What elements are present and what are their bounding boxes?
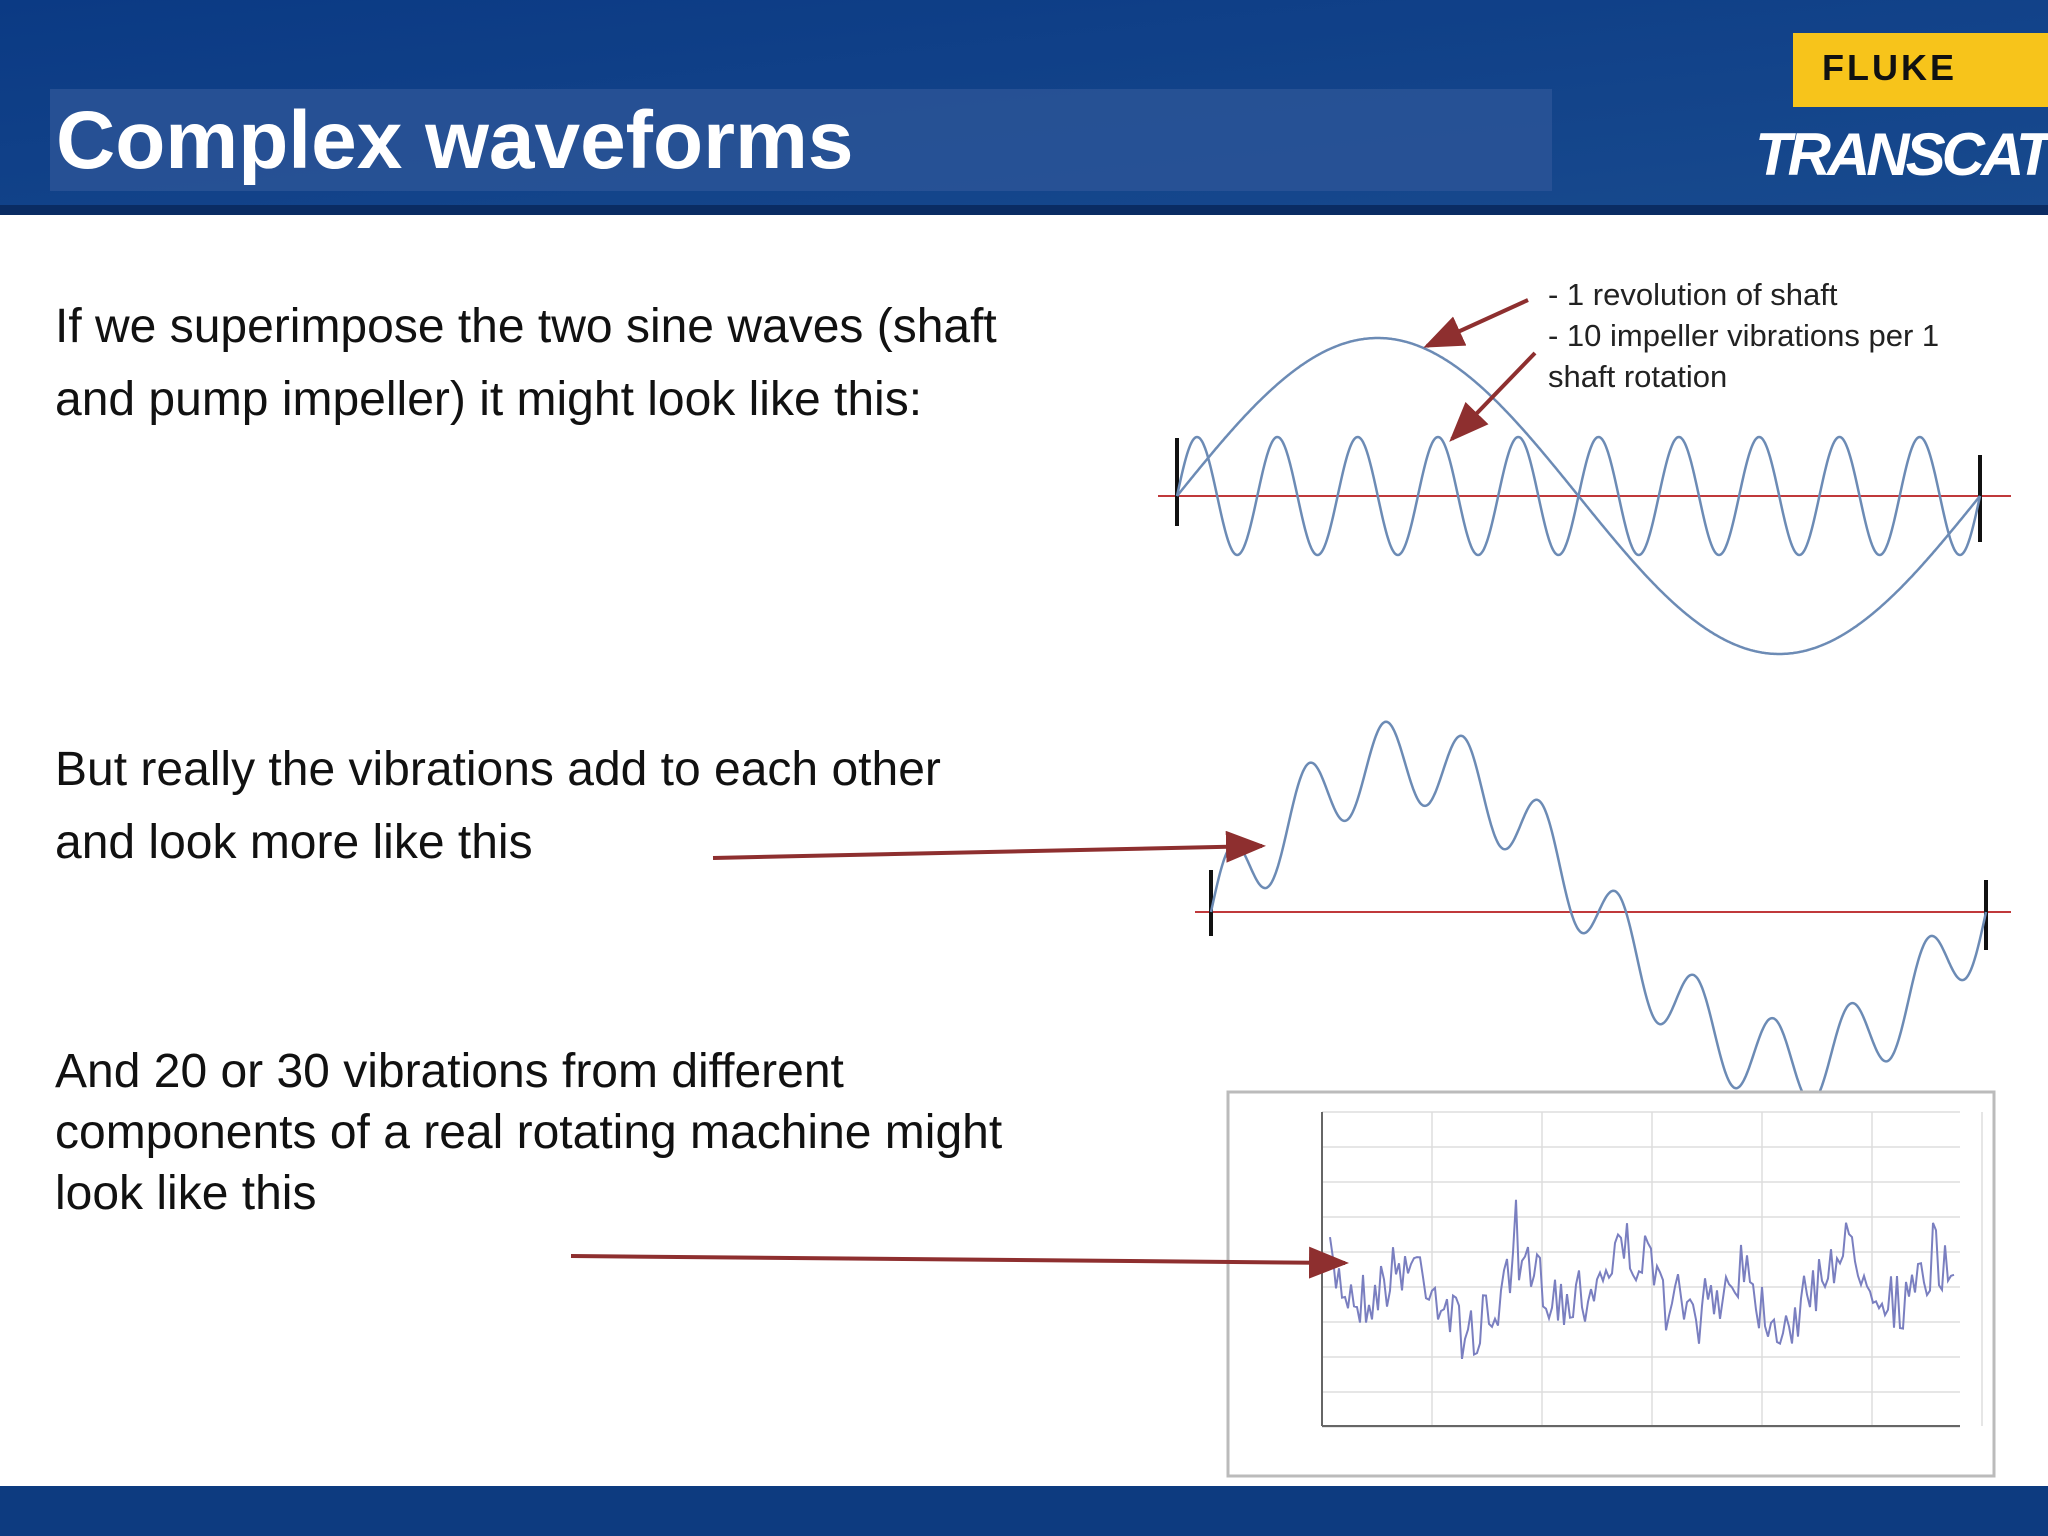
paragraph-line: and look more like this xyxy=(55,816,533,869)
arrow xyxy=(1423,298,1529,348)
arrow xyxy=(570,1246,1349,1279)
paragraph-line: But really the vibrations add to each ot… xyxy=(55,743,941,796)
fluke-text: FLUKE xyxy=(1822,47,1957,88)
header-edge xyxy=(0,205,2048,215)
chart-frame xyxy=(1226,1090,1996,1478)
annotation-line: shaft rotation xyxy=(1548,359,1727,394)
annotation-line: - 10 impeller vibrations per 1 xyxy=(1548,318,1939,353)
title-box xyxy=(50,89,1552,191)
diagram-real xyxy=(1226,1090,1996,1478)
grid xyxy=(1321,1111,1983,1428)
paragraph-line: And 20 or 30 vibrations from different xyxy=(55,1045,844,1098)
annotation: - 1 revolution of shaft - 10 impeller vib… xyxy=(1548,277,1939,394)
diagram-superimposed xyxy=(1158,336,2011,656)
footer-band xyxy=(0,1486,2048,1536)
paragraph-line: and pump impeller) it might look like th… xyxy=(55,373,922,426)
sum-wave xyxy=(1209,720,1988,1104)
annotation-line: - 1 revolution of shaft xyxy=(1548,277,1838,312)
paragraph-line: If we superimpose the two sine waves (sh… xyxy=(55,300,997,353)
arrow xyxy=(712,830,1266,863)
impeller-wave xyxy=(1175,435,1982,557)
arrow xyxy=(1449,351,1537,442)
body-text: If we superimpose the two sine waves (sh… xyxy=(55,300,1002,1220)
title: Complex waveforms xyxy=(56,95,854,186)
diagram-sum xyxy=(1195,720,2011,1104)
fluke-logo xyxy=(1793,33,2048,107)
noise-wave xyxy=(1329,1199,1955,1360)
paragraph-line: components of a real rotating machine mi… xyxy=(55,1106,1002,1159)
transcat-text: TRANSCAT xyxy=(1755,121,2048,188)
paragraph-line: look like this xyxy=(55,1167,316,1220)
